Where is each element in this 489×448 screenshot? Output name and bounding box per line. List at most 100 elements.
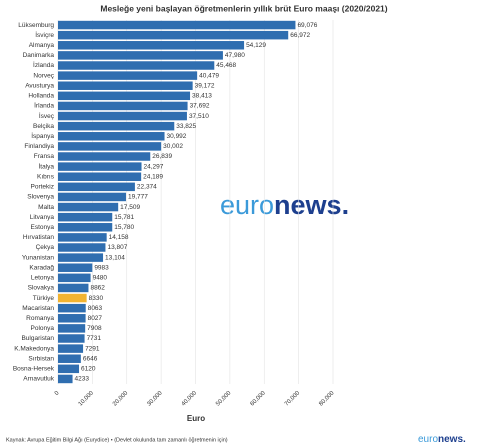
value-label: 6646 bbox=[83, 355, 98, 362]
bar bbox=[58, 162, 142, 171]
bar bbox=[58, 61, 215, 70]
value-label: 37,692 bbox=[190, 103, 210, 110]
y-tick-label: Bosna-Hersek bbox=[13, 366, 55, 373]
x-tick-label: 80,000 bbox=[318, 390, 336, 408]
y-tick-label: İtalya bbox=[38, 161, 54, 170]
value-label: 9983 bbox=[94, 264, 109, 271]
value-label: 30,992 bbox=[167, 133, 187, 140]
footer-logo: euronews. bbox=[418, 434, 466, 445]
y-tick-label: Türkiye bbox=[33, 295, 55, 302]
bar bbox=[58, 41, 245, 50]
y-tick-label: İsveç bbox=[39, 111, 55, 120]
value-label: 15,781 bbox=[114, 214, 134, 221]
y-tick-label: Portekiz bbox=[31, 184, 54, 191]
value-label: 45,468 bbox=[216, 62, 236, 69]
bar bbox=[58, 20, 296, 30]
bar bbox=[58, 71, 198, 80]
bar bbox=[58, 91, 191, 101]
y-tick-label: Arnavutluk bbox=[23, 376, 54, 383]
y-tick-label: İspanya bbox=[31, 131, 54, 140]
bar bbox=[58, 202, 119, 212]
y-tick-label: Yunanistan bbox=[22, 254, 55, 261]
value-label: 8862 bbox=[90, 285, 105, 292]
bar bbox=[58, 283, 89, 293]
chart-title: Mesleğe yeni başlayan öğretmenlerin yıll… bbox=[100, 3, 387, 13]
x-tick-label: 70,000 bbox=[284, 390, 302, 408]
value-label: 13,807 bbox=[107, 244, 127, 251]
bar bbox=[58, 253, 104, 262]
y-tick-label: Fransa bbox=[34, 153, 55, 160]
value-label: 19,777 bbox=[128, 194, 148, 201]
bar bbox=[58, 263, 93, 272]
bar bbox=[58, 314, 86, 323]
y-tick-label: Macaristan bbox=[22, 305, 54, 312]
value-label: 54,129 bbox=[246, 42, 266, 49]
value-label: 40,479 bbox=[199, 72, 219, 79]
x-tick-label: 30,000 bbox=[146, 390, 164, 408]
value-label: 39,172 bbox=[195, 82, 215, 89]
bar bbox=[58, 212, 113, 222]
value-label: 30,002 bbox=[163, 143, 183, 150]
value-label: 7908 bbox=[87, 325, 102, 332]
value-label: 8027 bbox=[88, 315, 103, 322]
bar bbox=[58, 273, 91, 283]
y-tick-label: Hırvatistan bbox=[23, 234, 54, 241]
y-tick-label: İsviçre bbox=[35, 30, 54, 39]
x-tick-label: 40,000 bbox=[181, 390, 199, 408]
y-tick-label: İrlanda bbox=[34, 101, 54, 110]
bar bbox=[58, 192, 126, 202]
value-label: 7291 bbox=[85, 345, 100, 352]
value-label: 4233 bbox=[75, 376, 90, 383]
logo-bold: news. bbox=[274, 190, 349, 220]
value-label: 26,839 bbox=[152, 153, 172, 160]
y-tick-label: Romanya bbox=[26, 315, 54, 322]
y-tick-label: Estonya bbox=[31, 224, 55, 231]
bar bbox=[58, 293, 87, 303]
bar bbox=[58, 374, 73, 384]
value-label: 7731 bbox=[87, 335, 102, 342]
bar bbox=[58, 81, 193, 90]
x-tick-label: 0 bbox=[54, 390, 61, 397]
bar bbox=[58, 121, 175, 131]
bar bbox=[58, 51, 223, 60]
bar bbox=[58, 303, 86, 313]
x-tick-label: 10,000 bbox=[78, 390, 96, 408]
bar bbox=[58, 354, 81, 363]
y-tick-label: Malta bbox=[38, 204, 54, 211]
value-label: 13,104 bbox=[105, 254, 125, 261]
bar bbox=[58, 334, 85, 343]
bar bbox=[58, 182, 135, 192]
bar bbox=[58, 172, 142, 181]
y-tick-label: Avusturya bbox=[25, 82, 54, 89]
value-label: 22,374 bbox=[137, 184, 157, 191]
value-label: 9480 bbox=[93, 275, 108, 282]
value-label: 17,509 bbox=[120, 204, 140, 211]
value-label: 37,510 bbox=[189, 113, 209, 120]
y-tick-label: K.Makedonya bbox=[14, 345, 54, 352]
value-label: 33,825 bbox=[176, 123, 196, 130]
y-tick-label: Çekya bbox=[36, 244, 55, 251]
bar bbox=[58, 344, 84, 353]
logo-bold: news. bbox=[438, 434, 466, 445]
value-label: 24,189 bbox=[143, 173, 163, 180]
value-label: 8330 bbox=[89, 295, 104, 302]
bar bbox=[58, 152, 151, 161]
x-tick-label: 60,000 bbox=[250, 390, 268, 408]
bar bbox=[58, 132, 165, 141]
bar bbox=[58, 111, 187, 121]
y-tick-label: Kıbrıs bbox=[37, 173, 55, 180]
source: Kaynak: Avrupa Eğitim Bilgi Ağı (Eurydic… bbox=[6, 437, 228, 443]
bar bbox=[58, 364, 80, 374]
y-tick-label: Letonya bbox=[31, 275, 55, 282]
y-tick-label: Slovakya bbox=[28, 285, 55, 292]
y-tick-label: Karadağ bbox=[29, 264, 54, 271]
y-tick-label: Almanya bbox=[29, 42, 55, 49]
bar bbox=[58, 223, 113, 232]
value-label: 38,413 bbox=[192, 93, 212, 100]
bar bbox=[58, 101, 188, 111]
y-tick-label: Bulgaristan bbox=[21, 335, 54, 342]
x-tick-label: 50,000 bbox=[215, 390, 233, 408]
y-tick-label: Finlandiya bbox=[24, 143, 54, 150]
value-label: 15,780 bbox=[114, 224, 134, 231]
